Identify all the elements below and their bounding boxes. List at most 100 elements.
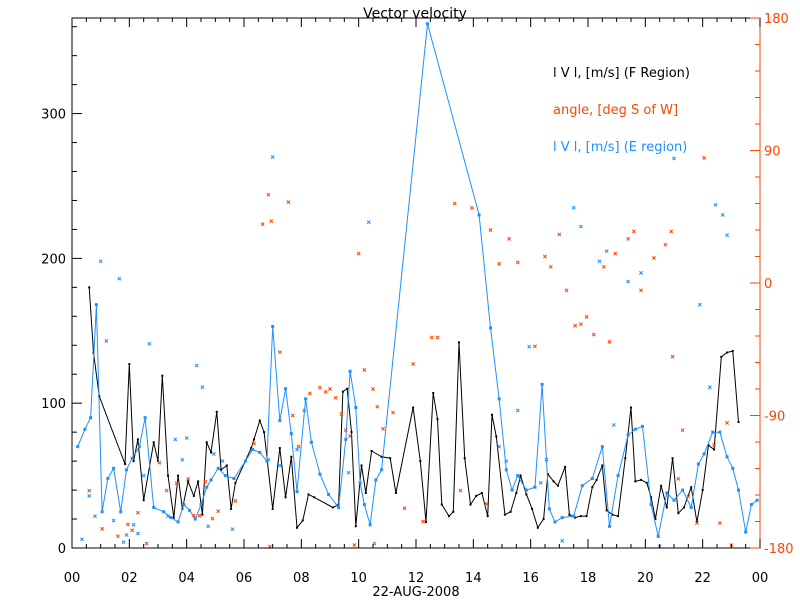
cross-stroke xyxy=(362,367,367,372)
data-point xyxy=(490,413,493,416)
data-point xyxy=(119,510,123,514)
data-point xyxy=(130,528,135,533)
data-point xyxy=(731,466,735,470)
data-point xyxy=(284,496,287,499)
y-right-axis-ticks: -180 -90 0 90 180 xyxy=(750,12,794,557)
y-right-tick-label: -90 xyxy=(764,410,785,425)
data-point xyxy=(533,485,537,489)
data-point xyxy=(435,335,440,340)
cross-stroke xyxy=(725,233,729,238)
data-point xyxy=(696,462,700,466)
data-point xyxy=(381,426,385,431)
data-point xyxy=(429,335,434,340)
data-point xyxy=(142,499,145,502)
data-point xyxy=(639,288,643,293)
y-right-tick-label: 0 xyxy=(764,277,772,292)
data-point xyxy=(458,341,460,344)
cross-stroke xyxy=(173,437,178,442)
data-point xyxy=(88,286,91,289)
data-point xyxy=(568,513,571,516)
data-point xyxy=(524,488,528,492)
data-point xyxy=(665,491,669,495)
data-point xyxy=(720,355,723,358)
data-point xyxy=(590,476,594,480)
data-point xyxy=(701,489,704,492)
data-point xyxy=(702,452,706,456)
data-point xyxy=(309,440,313,444)
data-point xyxy=(681,488,685,492)
data-point xyxy=(543,254,547,259)
cross-stroke xyxy=(135,510,140,515)
cross-stroke xyxy=(87,493,92,498)
data-point xyxy=(737,421,740,424)
data-point xyxy=(689,505,693,509)
data-point xyxy=(631,229,636,234)
data-point xyxy=(323,389,328,394)
data-point xyxy=(89,416,93,420)
cross-stroke xyxy=(402,506,407,511)
data-point xyxy=(354,525,357,528)
data-point xyxy=(251,448,255,452)
data-point xyxy=(187,480,190,483)
data-point xyxy=(440,503,443,506)
data-point xyxy=(205,485,209,489)
data-point xyxy=(137,445,141,449)
data-point xyxy=(686,494,691,499)
data-point xyxy=(220,459,225,464)
data-point xyxy=(425,22,429,26)
data-point xyxy=(270,155,275,159)
series-e_region xyxy=(76,22,759,538)
data-point xyxy=(76,445,80,449)
data-point xyxy=(124,533,129,537)
data-point xyxy=(374,478,378,482)
data-point xyxy=(690,486,693,489)
cross-stroke xyxy=(206,524,211,529)
data-point xyxy=(243,459,247,463)
cross-stroke xyxy=(707,385,712,390)
data-point xyxy=(725,455,729,459)
cross-stroke xyxy=(266,192,271,197)
data-point xyxy=(639,270,643,275)
cross-stroke xyxy=(626,279,631,284)
data-point xyxy=(233,498,238,503)
data-point xyxy=(489,326,493,330)
cross-stroke xyxy=(639,270,643,275)
data-point xyxy=(660,484,663,487)
cross-stroke xyxy=(717,521,722,525)
data-point xyxy=(136,438,139,441)
y-left-tick-label: 200 xyxy=(41,252,66,267)
data-point xyxy=(362,503,366,507)
x-tick-label: 18 xyxy=(580,571,597,586)
data-point xyxy=(421,519,426,524)
cross-stroke xyxy=(318,385,322,390)
data-point xyxy=(307,493,310,496)
cross-stroke xyxy=(371,387,375,391)
data-point xyxy=(295,447,299,452)
data-point xyxy=(302,408,307,413)
data-point xyxy=(412,406,415,409)
data-point xyxy=(356,251,361,256)
data-point xyxy=(205,441,208,444)
x-axis-ticks: 00 02 04 06 08 10 12 14 16 18 20 22 00 xyxy=(64,18,768,586)
data-point xyxy=(220,468,223,471)
cross-stroke xyxy=(694,521,699,525)
cross-stroke xyxy=(626,236,631,241)
cross-stroke xyxy=(573,323,578,328)
cross-stroke xyxy=(366,220,371,225)
data-point xyxy=(601,264,606,269)
cross-stroke xyxy=(100,526,105,531)
cross-stroke xyxy=(720,212,725,217)
cross-stroke xyxy=(527,344,532,349)
cross-stroke xyxy=(584,314,589,319)
cross-stroke xyxy=(166,514,170,519)
cross-stroke xyxy=(631,229,636,234)
data-point xyxy=(469,205,474,210)
data-point xyxy=(695,520,698,523)
cross-stroke xyxy=(713,202,718,207)
data-point xyxy=(186,476,191,481)
cross-stroke xyxy=(676,476,681,481)
data-point xyxy=(488,228,493,232)
cross-stroke xyxy=(131,522,136,527)
data-point xyxy=(578,224,583,229)
data-point xyxy=(131,522,136,527)
